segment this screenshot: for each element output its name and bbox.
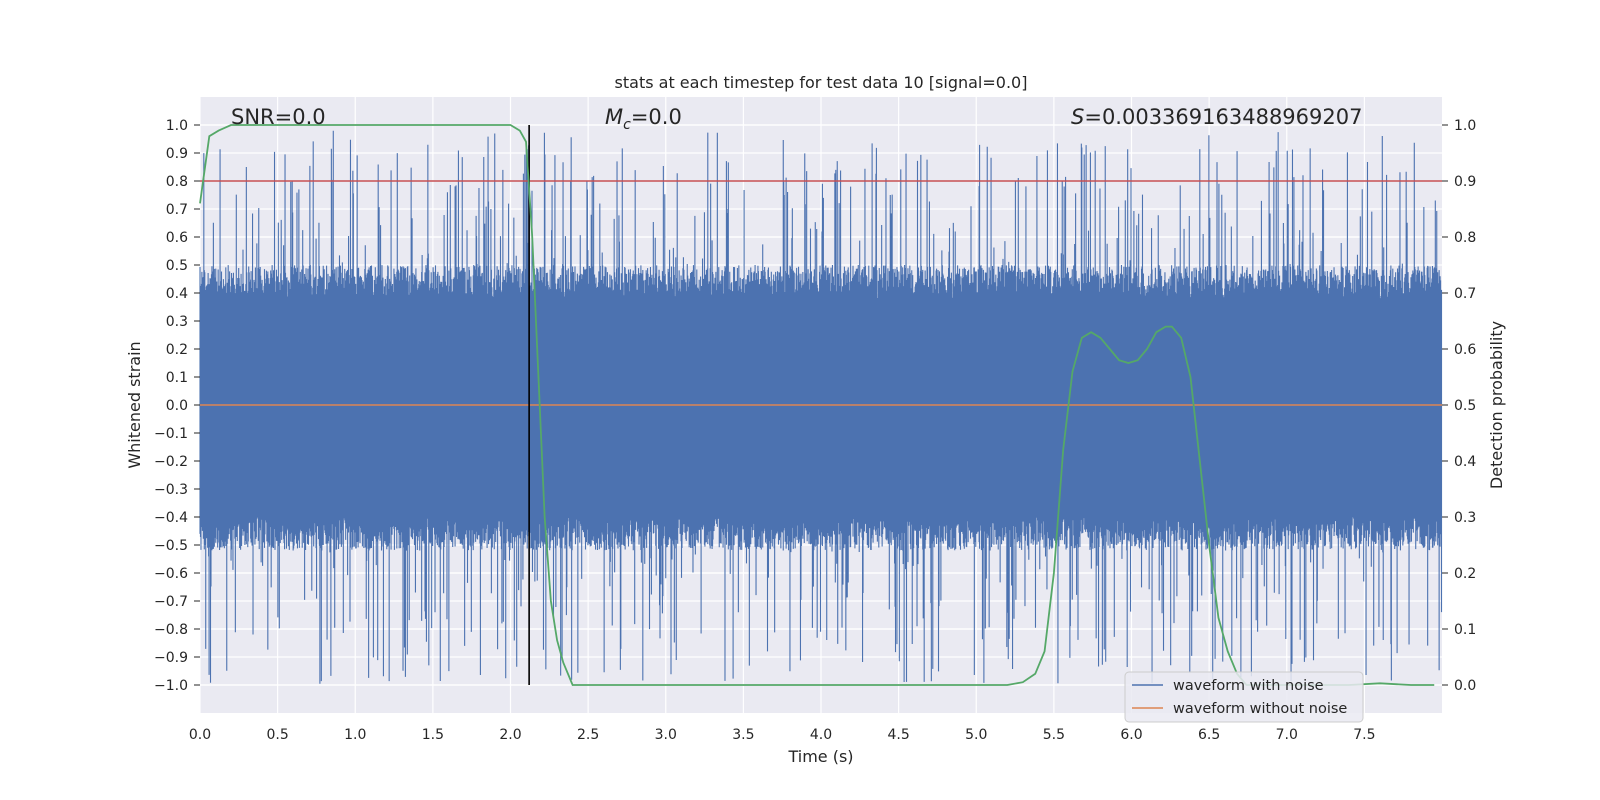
x-axis-label: Time (s) <box>787 747 853 766</box>
x-tick-label: 4.0 <box>810 727 832 743</box>
y-left-tick-label: −0.5 <box>154 538 188 554</box>
legend-label-clean: waveform without noise <box>1173 701 1347 717</box>
x-tick-label: 1.0 <box>344 727 366 743</box>
y-right-tick-label: 0.7 <box>1454 286 1476 302</box>
snr-annotation: SNR=0.0 <box>231 105 326 129</box>
y-axis-right-label: Detection probability <box>1487 321 1506 489</box>
mc-annotation: Mc=0.0 <box>605 105 682 133</box>
tick-labels: 0.0 0.5 1.0 1.5 2.0 2.5 3.0 3.5 4.0 4.5 5.0 5.5 6.0 6… <box>154 118 1476 743</box>
y-left-tick-label: 0.3 <box>166 314 188 330</box>
y-right-tick-label: 0.6 <box>1454 342 1476 358</box>
x-tick-label: 5.0 <box>965 727 987 743</box>
x-tick-label: 6.5 <box>1198 727 1220 743</box>
y-left-tick-label: −0.9 <box>154 650 188 666</box>
legend: waveform with noise waveform without noi… <box>1124 671 1364 723</box>
y-left-tick-label: −0.1 <box>154 426 188 442</box>
y-right-tick-label: 0.9 <box>1454 174 1476 190</box>
y-axis-left-label: Whitened strain <box>125 341 144 468</box>
legend-box <box>1124 671 1364 723</box>
x-tick-label: 0.5 <box>266 727 288 743</box>
s-value: =0.003369163488969207 <box>1084 105 1362 129</box>
y-left-tick-label: −1.0 <box>154 678 188 694</box>
y-right-tick-label: 0.8 <box>1454 230 1476 246</box>
x-tick-label: 5.5 <box>1043 727 1065 743</box>
y-left-tick-label: 0.4 <box>166 286 188 302</box>
y-right-tick-label: 0.2 <box>1454 566 1476 582</box>
y-left-tick-label: −0.6 <box>154 566 188 582</box>
y-left-tick-label: 0.5 <box>166 258 188 274</box>
y-left-tick-label: −0.4 <box>154 510 188 526</box>
mc-value: =0.0 <box>631 105 682 129</box>
mc-subscript: c <box>623 117 631 133</box>
x-tick-label: 6.0 <box>1120 727 1142 743</box>
y-right-tick-label: 0.4 <box>1454 454 1476 470</box>
legend-label-noise: waveform with noise <box>1173 678 1324 694</box>
y-right-tick-label: 0.5 <box>1454 398 1476 414</box>
detection-probability-line <box>199 124 1435 686</box>
y-left-tick-label: 0.9 <box>166 146 188 162</box>
s-symbol: S <box>1071 105 1084 129</box>
x-tick-label: 1.5 <box>422 727 444 743</box>
x-tick-label: 3.0 <box>655 727 677 743</box>
y-left-tick-label: −0.2 <box>154 454 188 470</box>
mc-symbol: M <box>605 105 623 129</box>
x-tick-label: 4.5 <box>887 727 909 743</box>
y-left-tick-label: 1.0 <box>166 118 188 134</box>
y-right-tick-label: 0.3 <box>1454 510 1476 526</box>
noise-core-band <box>200 298 1442 517</box>
y-left-tick-label: −0.7 <box>154 594 188 610</box>
y-left-tick-label: 0.1 <box>166 370 188 386</box>
y-left-tick-label: 0.6 <box>166 230 188 246</box>
x-tick-label: 0.0 <box>189 727 211 743</box>
chart-title: stats at each timestep for test data 10 … <box>615 73 1028 92</box>
y-right-tick-label: 1.0 <box>1454 118 1476 134</box>
s-annotation: S=0.003369163488969207 <box>1071 105 1362 129</box>
y-left-tick-label: −0.8 <box>154 622 188 638</box>
x-tick-label: 7.5 <box>1353 727 1375 743</box>
x-tick-label: 2.5 <box>577 727 599 743</box>
y-left-tick-label: 0.0 <box>166 398 188 414</box>
line-series <box>199 124 1442 686</box>
y-left-tick-label: 0.2 <box>166 342 188 358</box>
x-tick-label: 3.5 <box>732 727 754 743</box>
y-right-tick-label: 0.1 <box>1454 622 1476 638</box>
x-tick-label: 7.0 <box>1276 727 1298 743</box>
x-tick-label: 2.0 <box>499 727 521 743</box>
y-left-tick-label: 0.8 <box>166 174 188 190</box>
y-left-tick-label: 0.7 <box>166 202 188 218</box>
y-right-tick-label: 0.0 <box>1454 678 1476 694</box>
noise-series <box>199 130 1443 684</box>
y-left-tick-label: −0.3 <box>154 482 188 498</box>
